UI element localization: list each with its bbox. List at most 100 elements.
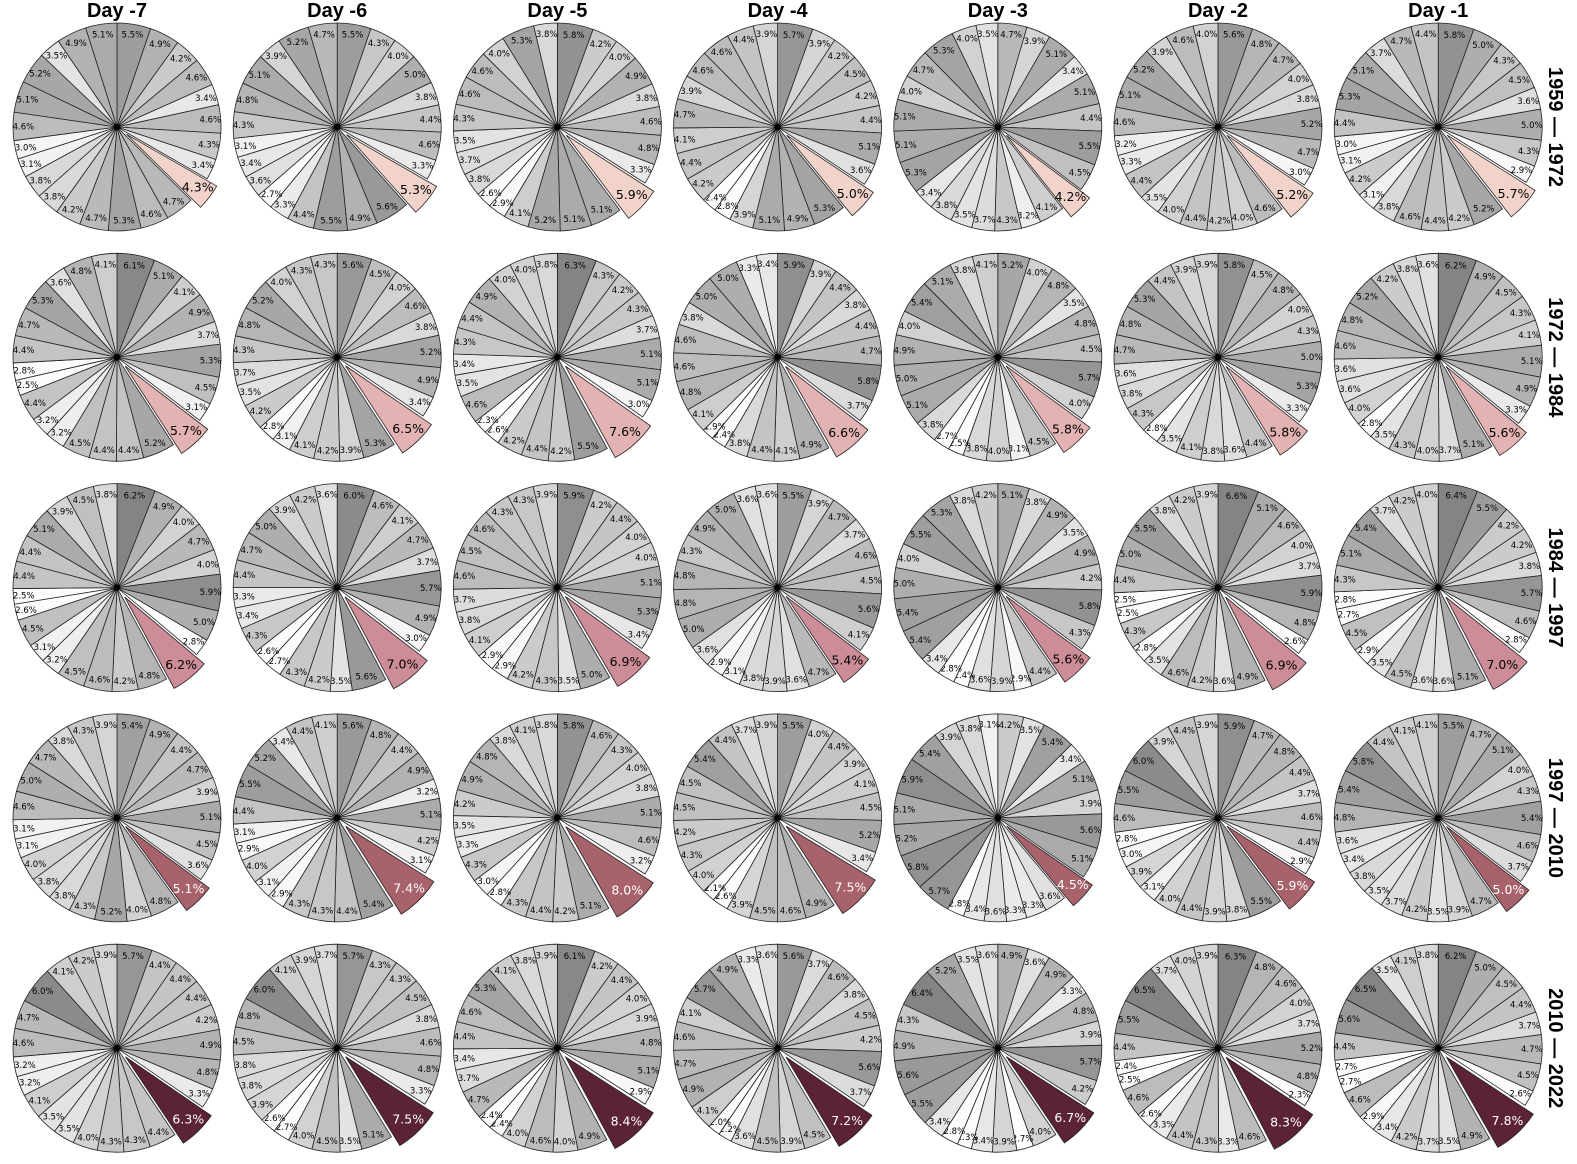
pie-slice-highlighted [565,365,652,459]
slice-label: 3.6% [757,951,779,961]
slice-label: 2.7% [936,432,958,442]
pie-slice [1414,943,1439,1049]
slice-label: 3.9% [680,87,702,97]
slice-label: 4.1% [1180,443,1202,453]
slice-label: 4.8% [1120,320,1142,330]
slice-label: 4.4% [1173,727,1195,737]
slice-label: 3.5% [1375,431,1397,441]
slice-label: 4.2% [503,436,525,446]
slice-label: 3.9% [809,39,831,49]
slice-label: 5.6% [376,202,398,212]
slice-label: 3.8% [1121,390,1143,400]
pie-center-dot [994,584,1001,591]
slice-label: 2.6% [258,647,280,657]
slice-label: 4.2% [417,837,439,847]
slice-label: 2.6% [1140,1110,1162,1120]
slice-label: 3.5% [1145,193,1167,203]
slice-label: 3.9% [731,900,753,910]
slice-label-highlighted: 7.4% [393,880,425,895]
slice-label: 3.4% [240,159,262,169]
slice-label-highlighted: 5.0% [837,186,869,201]
slice-label: 3.3% [233,593,255,603]
slice-label: 5.1% [420,811,442,821]
slice-label: 4.6% [466,400,488,410]
pie-center-dot [113,584,121,591]
slice-label: 4.6% [675,336,697,346]
slice-label: 3.8% [53,737,75,747]
slice-label: 4.8% [680,388,702,398]
slice-label: 4.8% [1334,813,1356,823]
slice-label: 4.4% [24,399,46,409]
slice-label: 2.6% [487,426,509,436]
slice-label: 5.3% [475,984,497,994]
pie-slice-highlighted [346,134,438,213]
slice-label: 3.6% [1213,677,1235,687]
slice-label: 5.1% [92,30,114,40]
slice-label-highlighted: 5.6% [1489,425,1521,440]
slice-label: 3.7% [458,1074,480,1084]
slice-label-highlighted: 7.0% [1486,657,1518,672]
slice-label: 5.1% [1340,550,1362,560]
slice-label: 3.5% [1427,908,1449,918]
pie-slice [1412,713,1439,818]
slice-label: 4.5% [233,1038,255,1048]
pie-chart: 6.2% 4.9% 4.5% 4.3% 4.1% 5.1% 4.9% 3.3% 5.6% 5.1%… [1333,252,1543,462]
pie-slice [754,943,778,1049]
slice-label: 4.0% [988,447,1010,457]
slice-label: 3.3% [412,162,434,172]
slice-label: 2.8% [1135,644,1157,654]
slice-label: 4.5% [64,667,86,677]
slice-label: 4.1% [1395,956,1417,966]
slice-label: 4.7% [186,766,208,776]
pie-slice-highlighted [1445,366,1527,457]
pie-center-dot [1435,123,1442,131]
pie-slice [777,126,876,185]
slice-label: 4.3% [1510,309,1532,319]
pie-slice [1193,943,1219,1049]
slice-label: 3.3% [188,1089,210,1099]
slice-label: 4.3% [996,216,1018,226]
pie-slice [1437,817,1534,882]
pie-slice-highlighted [124,596,205,689]
slice-label: 4.4% [169,975,191,985]
slice-label: 3.4% [1377,1123,1399,1133]
slice-label: 3.9% [810,270,832,280]
slice-label: 4.8% [1254,963,1276,973]
slice-label: 3.9% [1204,907,1226,917]
slice-label: 4.2% [317,446,339,456]
slice-label: 3.8% [1154,507,1176,517]
pie-slice-highlighted [565,134,655,219]
slice-label: 3.6% [1223,446,1245,456]
slice-label: 3.8% [959,724,981,734]
slice-label: 4.3% [454,338,476,348]
slice-label-highlighted: 6.3% [172,1111,204,1126]
slice-label: 5.1% [640,809,662,819]
slice-label: 4.3% [246,631,268,641]
slice-label: 4.7% [18,1014,40,1024]
slice-label: 2.7% [261,190,283,200]
slice-label: 5.4% [363,900,385,910]
slice-label: 4.6% [459,90,481,100]
slice-label: 5.3% [113,216,135,226]
slice-label: 4.9% [1045,971,1067,981]
pie-slice [1193,713,1219,818]
slice-label: 3.9% [274,506,296,516]
slice-label: 4.6% [454,572,476,582]
slice-label: 4.1% [1036,203,1058,213]
slice-label: 5.5% [577,442,599,452]
slice-label: 4.5% [674,803,696,813]
slice-label: 5.1% [249,71,271,81]
slice-label: 4.2% [308,675,330,685]
slice-label: 4.8% [1251,40,1273,50]
pie-slice-highlighted [1225,596,1307,691]
slice-label: 5.2% [1473,205,1495,215]
slice-label: 4.6% [1515,617,1537,627]
slice-label: 4.0% [900,87,922,97]
slice-label: 3.8% [1397,265,1419,275]
slice-label: 5.5% [1118,786,1140,796]
slice-label: 3.6% [1039,892,1061,902]
slice-label: 3.1% [1008,445,1030,455]
slice-label: 3.7% [1155,966,1177,976]
slice-label: 3.8% [459,616,481,626]
slice-label-highlighted: 8.0% [611,883,643,898]
